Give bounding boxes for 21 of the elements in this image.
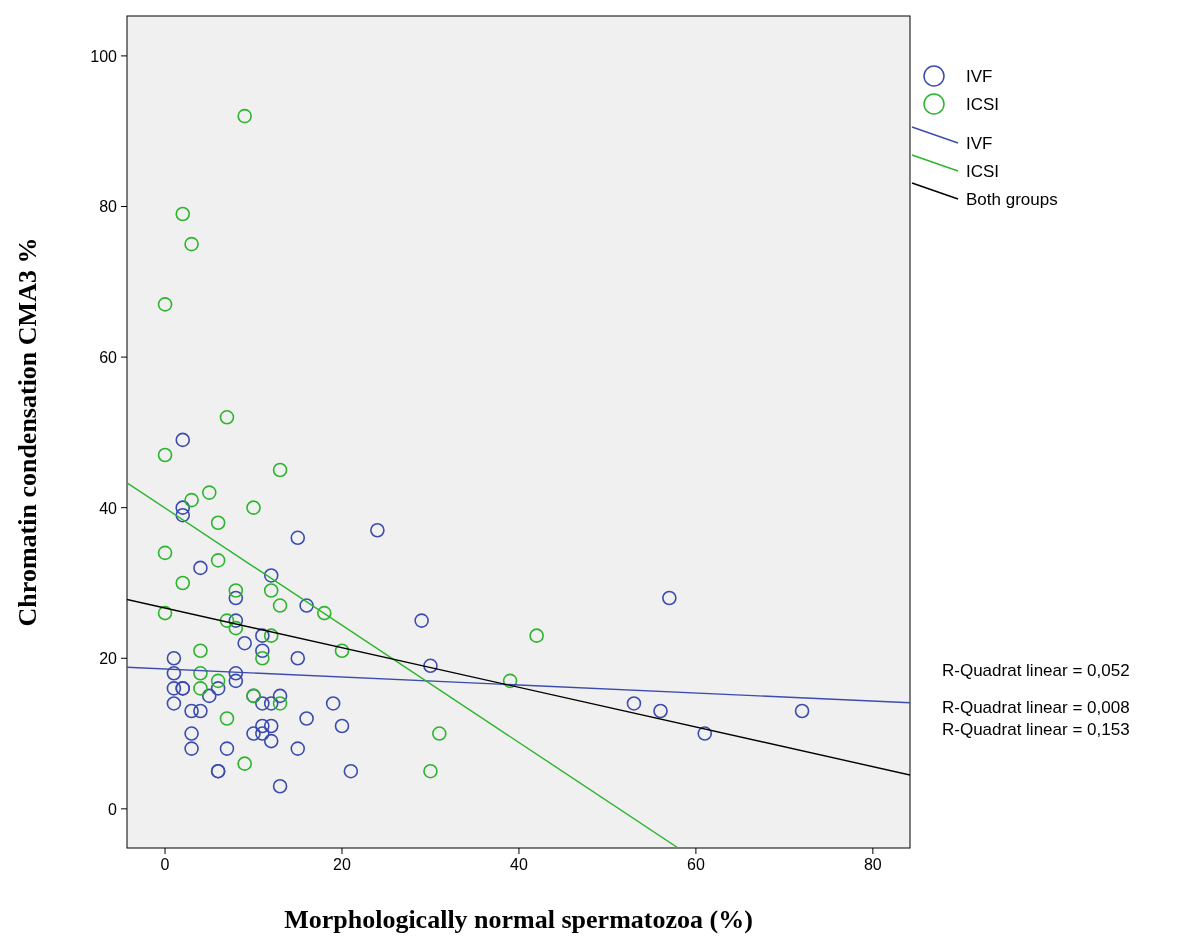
x-tick-label: 80 (863, 856, 882, 873)
legend-label: IVF (966, 134, 993, 153)
x-tick-label: 60 (686, 856, 705, 873)
x-tick-label: 0 (160, 856, 170, 873)
text: R-Quadrat linear = 0,008 (942, 698, 1130, 717)
legend-label: ICSI (966, 95, 1000, 114)
text: R-Quadrat linear = 0,153 (942, 720, 1130, 739)
legend-label: ICSI (966, 162, 1000, 181)
y-tick-label: 60 (99, 349, 118, 367)
y-axis-title: Chromatin condensation CMA3 % (13, 237, 42, 627)
x-axis-title: Morphologically normal spermatozoa (%) (284, 905, 753, 934)
x-tick-label: 40 (510, 856, 528, 873)
legend-label: IVF (966, 67, 993, 86)
legend-label: Both groups (966, 190, 1058, 209)
y-tick-label: 40 (99, 499, 118, 517)
x-tick-label: 20 (333, 856, 351, 873)
y-tick-label: 80 (99, 198, 118, 216)
y-tick-label: 20 (99, 650, 118, 668)
y-tick-label: 100 (90, 47, 118, 65)
y-tick-label: 0 (108, 800, 118, 818)
text: R-Quadrat linear = 0,052 (942, 661, 1130, 680)
